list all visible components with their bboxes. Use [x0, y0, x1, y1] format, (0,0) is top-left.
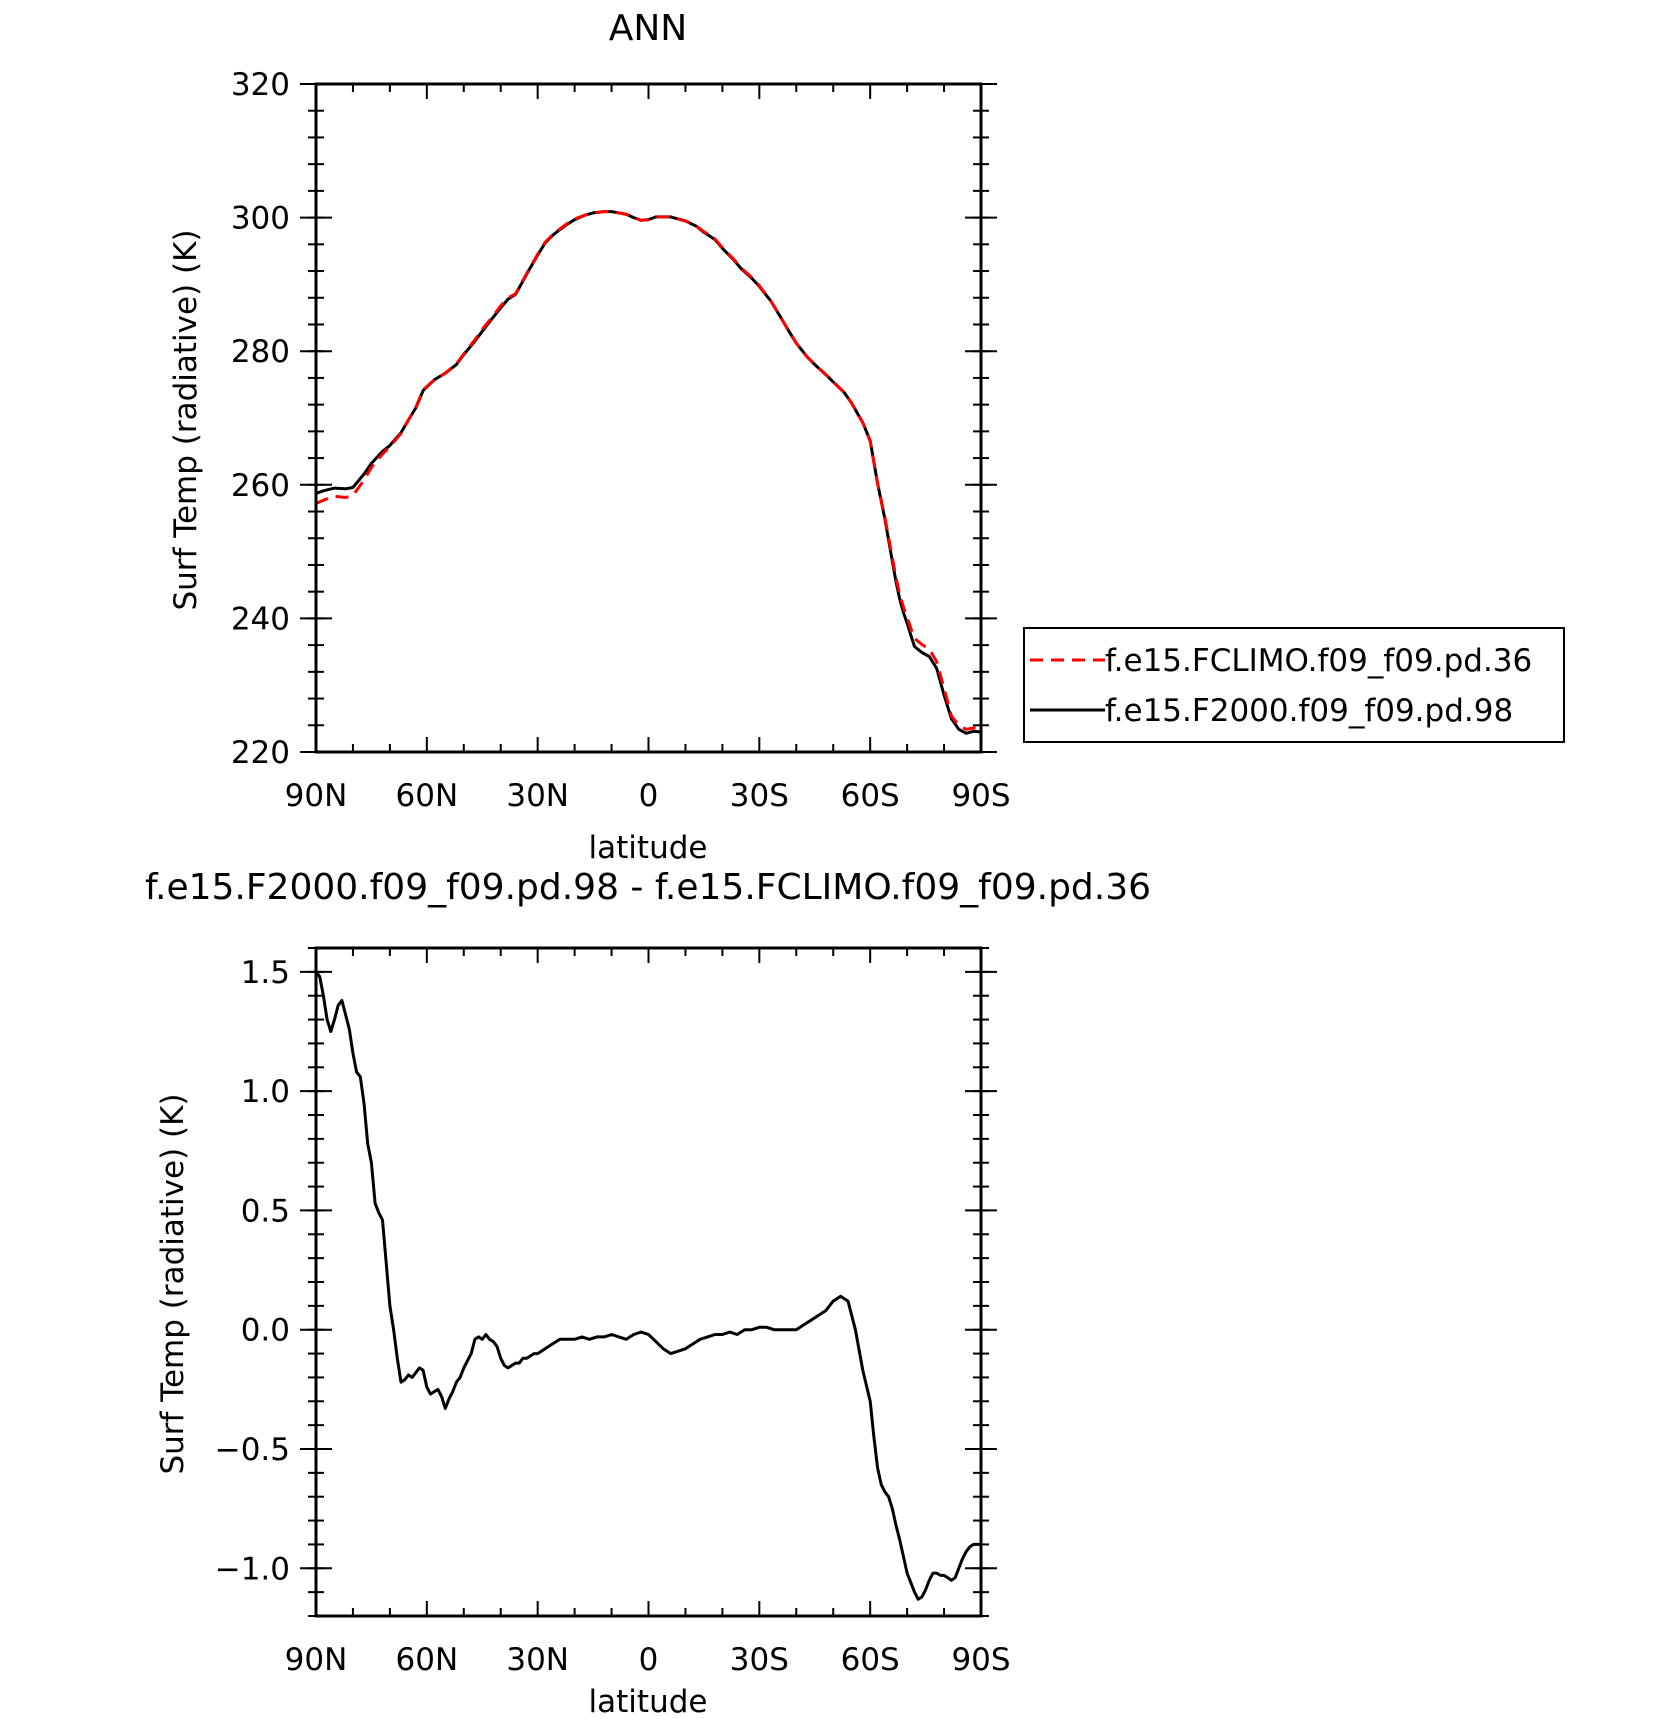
top-chart-frame [314, 82, 983, 754]
bottom-chart-x-tick-label: 60S [841, 1642, 900, 1678]
top-chart-x-tick-label: 30S [730, 778, 789, 814]
top-chart-title: ANN [609, 8, 688, 49]
legend-label-f2000: f.e15.F2000.f09_f09.pd.98 [1105, 693, 1513, 729]
top-chart-y-tick-label: 220 [231, 735, 290, 771]
bottom-chart-y-tick-label: 0.0 [241, 1313, 290, 1349]
bottom-chart-series-line-difference [314, 970, 981, 1601]
chart-legend: f.e15.FCLIMO.f09_f09.pd.36 f.e15.F2000.f… [1023, 627, 1565, 743]
bottom-chart-x-tick-label: 90S [951, 1642, 1010, 1678]
bottom-chart-x-tick-label: 60N [396, 1642, 459, 1678]
bottom-chart-frame [314, 946, 983, 1618]
bottom-chart-tick-labels: 90N 60N 30N 0 30S 60S 90S −1.0 −0.5 0.0 0.5 1.0 1.5 [215, 955, 1011, 1678]
top-chart-panel: ANN Surf Temp (radiative) (K) latitude 9… [168, 8, 1011, 866]
top-chart-series-line-f-e15-fclimo-f09-f09-pd-36 [315, 210, 982, 731]
bottom-chart-series [314, 970, 981, 1601]
top-chart-tick-labels: 90N 60N 30N 0 30S 60S 90S 220 240 260 280 300 320 [231, 67, 1011, 814]
top-chart-y-axis-label: Surf Temp (radiative) (K) [168, 229, 204, 610]
top-chart-ticks [300, 83, 997, 753]
bottom-chart-x-tick-label: 0 [639, 1642, 659, 1678]
top-chart-series [315, 210, 982, 735]
bottom-chart-y-tick-label: 1.0 [241, 1074, 290, 1110]
bottom-chart-title: f.e15.F2000.f09_f09.pd.98 - f.e15.FCLIMO… [145, 867, 1151, 908]
top-chart-series-line-f-e15-f2000-f09-f09-pd-98 [315, 210, 982, 735]
bottom-chart-x-tick-label: 30S [730, 1642, 789, 1678]
legend-label-fclimo: f.e15.FCLIMO.f09_f09.pd.36 [1105, 643, 1532, 679]
bottom-chart-y-tick-label: −0.5 [215, 1432, 290, 1468]
legend-entry-fclimo: f.e15.FCLIMO.f09_f09.pd.36 [1030, 643, 1532, 679]
top-chart-y-tick-label: 260 [231, 468, 290, 504]
bottom-chart-y-tick-label: 0.5 [241, 1193, 290, 1229]
top-chart-x-tick-label: 0 [639, 778, 659, 814]
legend-entry-f2000: f.e15.F2000.f09_f09.pd.98 [1030, 693, 1513, 729]
top-chart-y-tick-label: 300 [231, 201, 290, 237]
top-chart-x-tick-label: 90S [951, 778, 1010, 814]
top-chart-x-tick-label: 30N [506, 778, 569, 814]
bottom-chart-panel: f.e15.F2000.f09_f09.pd.98 - f.e15.FCLIMO… [145, 867, 1151, 1719]
bottom-chart-y-tick-label: −1.0 [215, 1551, 290, 1587]
top-chart-x-axis-label: latitude [589, 830, 708, 866]
top-chart-y-tick-label: 280 [231, 334, 290, 370]
bottom-chart-y-axis-label: Surf Temp (radiative) (K) [155, 1093, 191, 1474]
bottom-chart-y-tick-label: 1.5 [241, 955, 290, 991]
top-chart-x-tick-label: 60N [396, 778, 459, 814]
top-chart-x-tick-label: 60S [841, 778, 900, 814]
bottom-chart-x-tick-label: 30N [506, 1642, 569, 1678]
top-chart-y-tick-label: 320 [231, 67, 290, 103]
bottom-chart-x-axis-label: latitude [589, 1684, 708, 1719]
top-chart-y-tick-label: 240 [231, 601, 290, 637]
top-chart-x-tick-label: 90N [285, 778, 348, 814]
bottom-chart-x-tick-label: 90N [285, 1642, 348, 1678]
legend-box [1023, 627, 1565, 743]
